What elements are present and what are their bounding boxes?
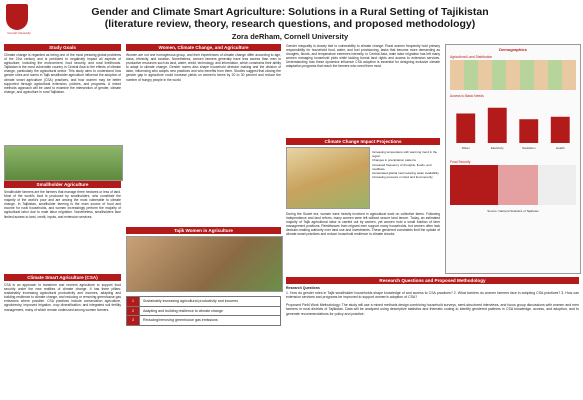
logo-text: Cornell University	[7, 31, 31, 35]
bar-electricity	[487, 107, 507, 143]
bar-label-electricity: Electricity	[491, 146, 504, 150]
poster-title: Gender and Climate Smart Agriculture: So…	[70, 6, 510, 30]
table-row: 2 Adapting and building resilience to cli…	[126, 305, 281, 316]
bar-label-water: Water	[462, 146, 470, 150]
study-goals-text: Climate change is regarded as being one …	[4, 53, 121, 94]
section-study-goals: Study Goals	[4, 44, 121, 51]
demographics-title: Demographics	[499, 47, 527, 52]
food-security-graphic	[450, 165, 576, 205]
list-item: Accelerated glacial melt reducing water …	[372, 171, 439, 176]
table-row: 3 Reducing/removing greenhouse gas emissi…	[126, 315, 281, 326]
list-item: Changes in precipitation patterns	[372, 158, 416, 163]
section-women: Women, Climate Change, and Agriculture	[126, 44, 281, 51]
title-line-2: (literature review, theory, research que…	[104, 18, 476, 30]
csa-pillars-table: 1 Sustainably increasing agricultural pro…	[126, 296, 281, 326]
research-questions-block: Research Questions 1. How do gender role…	[286, 286, 579, 396]
rq-list: 1. How do gender roles in Tajik smallhol…	[286, 290, 579, 300]
farm-photo	[4, 145, 123, 181]
bar-label-health: Health	[556, 146, 565, 150]
university-logo-icon	[6, 4, 28, 30]
section-csa: Climate Smart Agriculture (CSA)	[4, 274, 121, 281]
section-tajik-women: Tajik Women in Agriculture	[126, 227, 281, 234]
tajik-women-text: During the Soviet era, women were heavil…	[286, 212, 440, 237]
chart-label-basic-needs: Access to Basic Needs	[450, 94, 484, 98]
chart-label-food-security: Food Security	[450, 160, 471, 164]
bar-label-sanitation: Sanitation	[522, 146, 536, 150]
author: Zora deRham, Cornell University	[231, 32, 349, 41]
table-row: 1 Sustainably increasing agricultural pro…	[126, 296, 281, 307]
panel-caption: Source: National Statistics of Tajikista…	[487, 209, 539, 213]
section-smallholder: Smallholder Agriculture	[4, 181, 121, 188]
bar-water	[456, 113, 476, 143]
list-item: Increasing temperature with warming tren…	[372, 150, 438, 159]
smallholder-text: Smallholder farmers are the farmers that…	[4, 190, 121, 219]
list-item: Increasing pressure on land and food sec…	[372, 175, 433, 180]
climate-map-image	[286, 147, 370, 209]
title-line-1: Gender and Climate Smart Agriculture: So…	[91, 6, 489, 18]
csa-text: CSA is an approach to transform and reor…	[4, 283, 121, 312]
demographics-panel: Demographics Agricultural Land Distribut…	[445, 44, 581, 274]
section-climate-impact: Climate Change Impact Projections	[286, 138, 440, 145]
basic-needs-bar-chart: Water Electricity Sanitation Health	[456, 107, 570, 150]
land-distribution-graphic	[450, 60, 576, 90]
section-research-questions: Research Questions and Proposed Methodol…	[286, 277, 579, 284]
rq-heading: Research Questions	[286, 286, 320, 290]
rq-method: Proposed Field Work Methodology: The stu…	[286, 302, 579, 316]
list-item: Increased frequency of droughts, floods,…	[372, 162, 432, 171]
tajik-women-photo	[126, 236, 283, 292]
women-text: Women are not one homogenous group, and …	[126, 53, 281, 82]
bar-health	[550, 116, 570, 143]
bar-sanitation	[519, 119, 539, 143]
women-right-text: Gender inequality is closely tied to vul…	[286, 44, 440, 69]
chart-label-land: Agricultural Land Distribution	[450, 55, 493, 59]
climate-bullets: Increasing temperature with warming tren…	[372, 150, 440, 179]
header: Cornell University Gender and Climate Sm…	[0, 0, 583, 50]
